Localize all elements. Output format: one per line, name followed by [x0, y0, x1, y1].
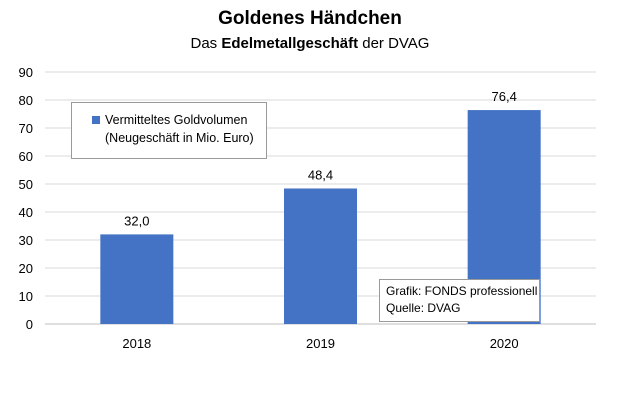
y-tick-label: 30: [19, 233, 33, 248]
y-tick-label: 0: [26, 317, 33, 332]
subtitle-prefix: Das: [190, 35, 222, 52]
y-tick-label: 40: [19, 205, 33, 220]
y-tick-label: 20: [19, 261, 33, 276]
subtitle-suffix: der DVAG: [358, 35, 430, 52]
chart-title: Goldenes Händchen: [218, 8, 402, 29]
chart-subtitle: Das Edelmetallgeschäft der DVAG: [0, 35, 620, 52]
y-tick-label: 60: [19, 149, 33, 164]
legend-swatch: [92, 116, 100, 124]
source-credit: Grafik: FONDS professionell: [386, 284, 538, 298]
legend-label-line2: (Neugeschäft in Mio. Euro): [105, 131, 254, 145]
data-label: 32,0: [124, 213, 149, 228]
subtitle-bold: Edelmetallgeschäft: [221, 35, 359, 52]
legend: Vermitteltes Goldvolumen (Neugeschäft in…: [71, 102, 267, 159]
bar-2018: [100, 234, 174, 324]
x-tick-label: 2018: [122, 336, 151, 351]
y-tick-label: 90: [19, 65, 33, 80]
legend-label-line1: Vermitteltes Goldvolumen: [105, 113, 248, 127]
source-note: Grafik: FONDS professionell Quelle: DVAG: [379, 279, 540, 322]
y-tick-label: 50: [19, 177, 33, 192]
data-label: 76,4: [492, 89, 517, 104]
y-tick-label: 80: [19, 93, 33, 108]
y-tick-label: 10: [19, 289, 33, 304]
data-label: 48,4: [308, 167, 333, 182]
y-tick-label: 70: [19, 121, 33, 136]
x-tick-label: 2019: [306, 336, 335, 351]
source-origin: Quelle: DVAG: [386, 301, 461, 315]
bar-2019: [284, 188, 357, 324]
x-tick-label: 2020: [490, 336, 519, 351]
